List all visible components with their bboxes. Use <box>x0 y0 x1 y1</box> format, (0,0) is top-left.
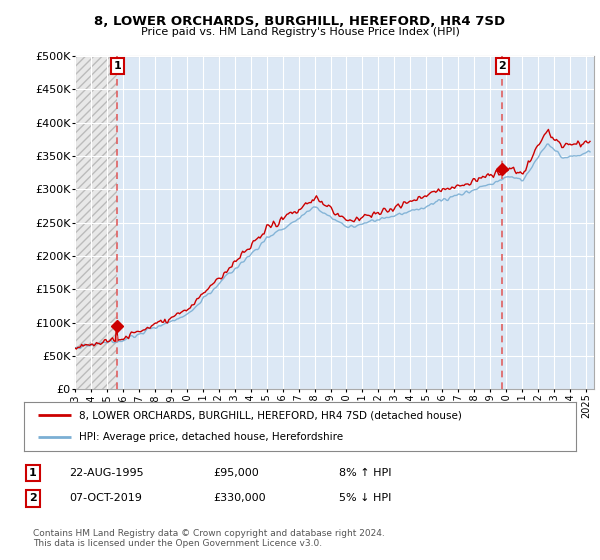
Text: £95,000: £95,000 <box>213 468 259 478</box>
Text: 07-OCT-2019: 07-OCT-2019 <box>69 493 142 503</box>
Text: 2: 2 <box>29 493 37 503</box>
Text: 8% ↑ HPI: 8% ↑ HPI <box>339 468 391 478</box>
Text: 2: 2 <box>499 61 506 71</box>
Text: HPI: Average price, detached house, Herefordshire: HPI: Average price, detached house, Here… <box>79 432 343 442</box>
Text: 5% ↓ HPI: 5% ↓ HPI <box>339 493 391 503</box>
Text: Price paid vs. HM Land Registry's House Price Index (HPI): Price paid vs. HM Land Registry's House … <box>140 27 460 38</box>
Bar <box>75 56 117 389</box>
Text: Contains HM Land Registry data © Crown copyright and database right 2024.
This d: Contains HM Land Registry data © Crown c… <box>33 529 385 548</box>
Text: 1: 1 <box>29 468 37 478</box>
Text: 1: 1 <box>113 61 121 71</box>
Text: 22-AUG-1995: 22-AUG-1995 <box>69 468 143 478</box>
Text: 8, LOWER ORCHARDS, BURGHILL, HEREFORD, HR4 7SD: 8, LOWER ORCHARDS, BURGHILL, HEREFORD, H… <box>94 15 506 28</box>
Text: 8, LOWER ORCHARDS, BURGHILL, HEREFORD, HR4 7SD (detached house): 8, LOWER ORCHARDS, BURGHILL, HEREFORD, H… <box>79 410 462 421</box>
Text: £330,000: £330,000 <box>213 493 266 503</box>
